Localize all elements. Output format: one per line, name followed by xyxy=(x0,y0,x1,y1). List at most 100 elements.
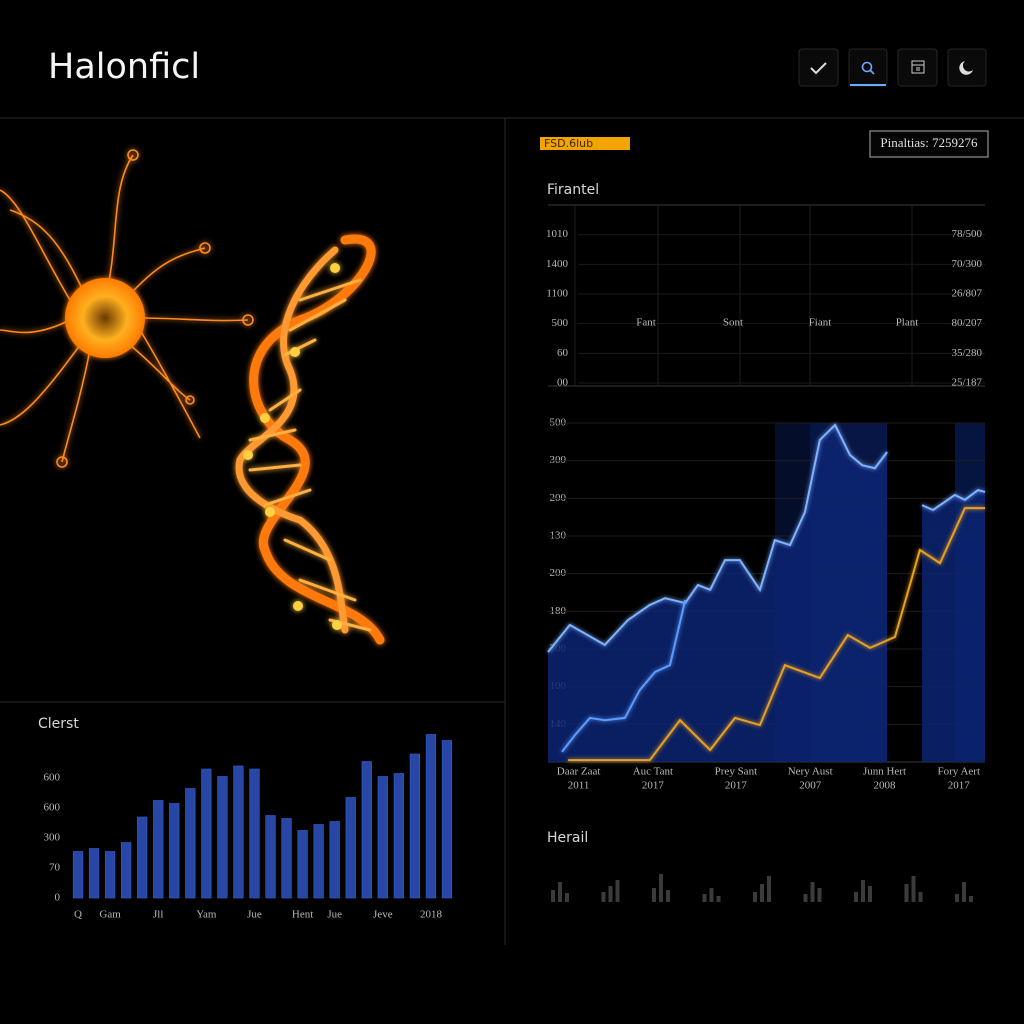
toolbar xyxy=(798,48,987,87)
y-tick-label: 0 xyxy=(55,892,61,904)
x-tick-year: 2007 xyxy=(799,780,822,792)
bar xyxy=(716,896,721,902)
x-tick-year: 2011 xyxy=(568,780,590,792)
badge-bg xyxy=(540,137,630,150)
y-tick-label: 600 xyxy=(44,772,61,784)
bar xyxy=(265,815,276,899)
bar xyxy=(854,892,858,902)
bar xyxy=(955,894,959,902)
check-button[interactable] xyxy=(798,48,839,87)
y-tick-label: 500 xyxy=(552,317,569,329)
y2-tick-label: 26/807 xyxy=(951,288,982,300)
y-tick-label: 600 xyxy=(44,802,61,814)
bar xyxy=(817,888,822,902)
bar xyxy=(810,882,815,902)
x-tick-label: Q xyxy=(74,909,82,921)
line xyxy=(547,423,986,653)
neuron-soma xyxy=(65,278,145,358)
bar xyxy=(409,753,421,899)
search-button[interactable] xyxy=(848,48,888,87)
bar xyxy=(425,734,437,899)
y2-tick-label: 25/187 xyxy=(951,377,982,389)
bar xyxy=(753,892,757,902)
bar xyxy=(962,882,966,902)
neuron-illustration xyxy=(0,149,254,468)
bar xyxy=(441,740,453,899)
x-tick-label: Nery Aust xyxy=(788,766,833,778)
bar xyxy=(249,768,260,899)
bar xyxy=(377,776,388,899)
x-tick-label: Sont xyxy=(723,317,743,329)
y2-tick-label: 80/207 xyxy=(951,317,982,329)
x-tick-label: Prey Sant xyxy=(715,766,757,778)
y2-tick-label: 78/500 xyxy=(951,228,982,240)
area xyxy=(548,424,985,762)
x-tick-label: Gam xyxy=(99,909,121,921)
x-tick-label: Jeve xyxy=(373,909,393,921)
bar xyxy=(88,848,100,899)
bar xyxy=(709,888,714,902)
bar xyxy=(153,800,164,899)
bar xyxy=(565,893,569,902)
app-title: Halonficl xyxy=(48,47,200,87)
bar xyxy=(281,818,292,899)
line xyxy=(568,507,985,762)
bar xyxy=(652,888,656,902)
bar xyxy=(121,842,132,899)
y-tick-label: 70 xyxy=(49,862,61,874)
bar xyxy=(615,880,620,902)
bar xyxy=(767,876,771,902)
y-tick-label: 1400 xyxy=(546,258,569,270)
x-tick-label: Fant xyxy=(636,317,656,329)
bar xyxy=(345,797,356,899)
bar xyxy=(904,884,909,902)
y-tick-label: 1100 xyxy=(546,288,568,300)
x-tick-label: Auc Tant xyxy=(633,766,673,778)
y-tick-label: 00 xyxy=(557,377,569,389)
y2-tick-label: 35/280 xyxy=(951,347,982,359)
bar xyxy=(803,894,808,902)
x-tick-year: 2017 xyxy=(948,780,971,792)
bar xyxy=(659,874,663,902)
chart-title: Herail xyxy=(547,830,588,846)
y2-tick-label: 70/300 xyxy=(951,258,982,270)
x-tick-label: Fiant xyxy=(809,317,832,329)
y-tick-label: 1010 xyxy=(546,228,569,240)
bar xyxy=(104,851,116,899)
calendar-button[interactable] xyxy=(897,48,938,87)
bar xyxy=(201,768,212,899)
x-tick-label: Hent xyxy=(292,909,313,921)
bar xyxy=(558,882,562,902)
x-tick-label: Jue xyxy=(247,909,262,921)
stat-box xyxy=(869,130,989,158)
dna-illustration xyxy=(235,234,385,645)
bar xyxy=(393,773,404,899)
x-tick-label: Plant xyxy=(896,317,919,329)
bar xyxy=(760,884,764,902)
x-tick-label: Jll xyxy=(153,909,163,921)
bar xyxy=(918,892,923,902)
chart-title: Clerst xyxy=(38,716,79,732)
bar xyxy=(233,765,244,899)
badge: FSD.6lub xyxy=(544,137,593,150)
y-tick-label: 300 xyxy=(44,832,61,844)
bar xyxy=(297,830,308,899)
x-tick-label: 2018 xyxy=(420,909,443,921)
x-tick-label: Fory Aert xyxy=(938,766,980,778)
bar xyxy=(702,894,707,902)
y-tick-label: 60 xyxy=(557,347,569,359)
bar xyxy=(911,876,916,902)
theme-button[interactable] xyxy=(947,48,987,87)
bar xyxy=(185,788,196,899)
x-tick-label: Yam xyxy=(196,909,217,921)
x-tick-label: Daar Zaat xyxy=(557,766,601,778)
bar xyxy=(601,892,606,902)
stat: Pinaltias: 7259276 xyxy=(880,135,978,150)
bar xyxy=(169,803,180,899)
chart-title: Firantel xyxy=(547,182,599,198)
x-tick-label: Jue xyxy=(327,909,342,921)
bar xyxy=(137,816,148,899)
bar xyxy=(608,886,613,902)
bar xyxy=(969,896,973,902)
